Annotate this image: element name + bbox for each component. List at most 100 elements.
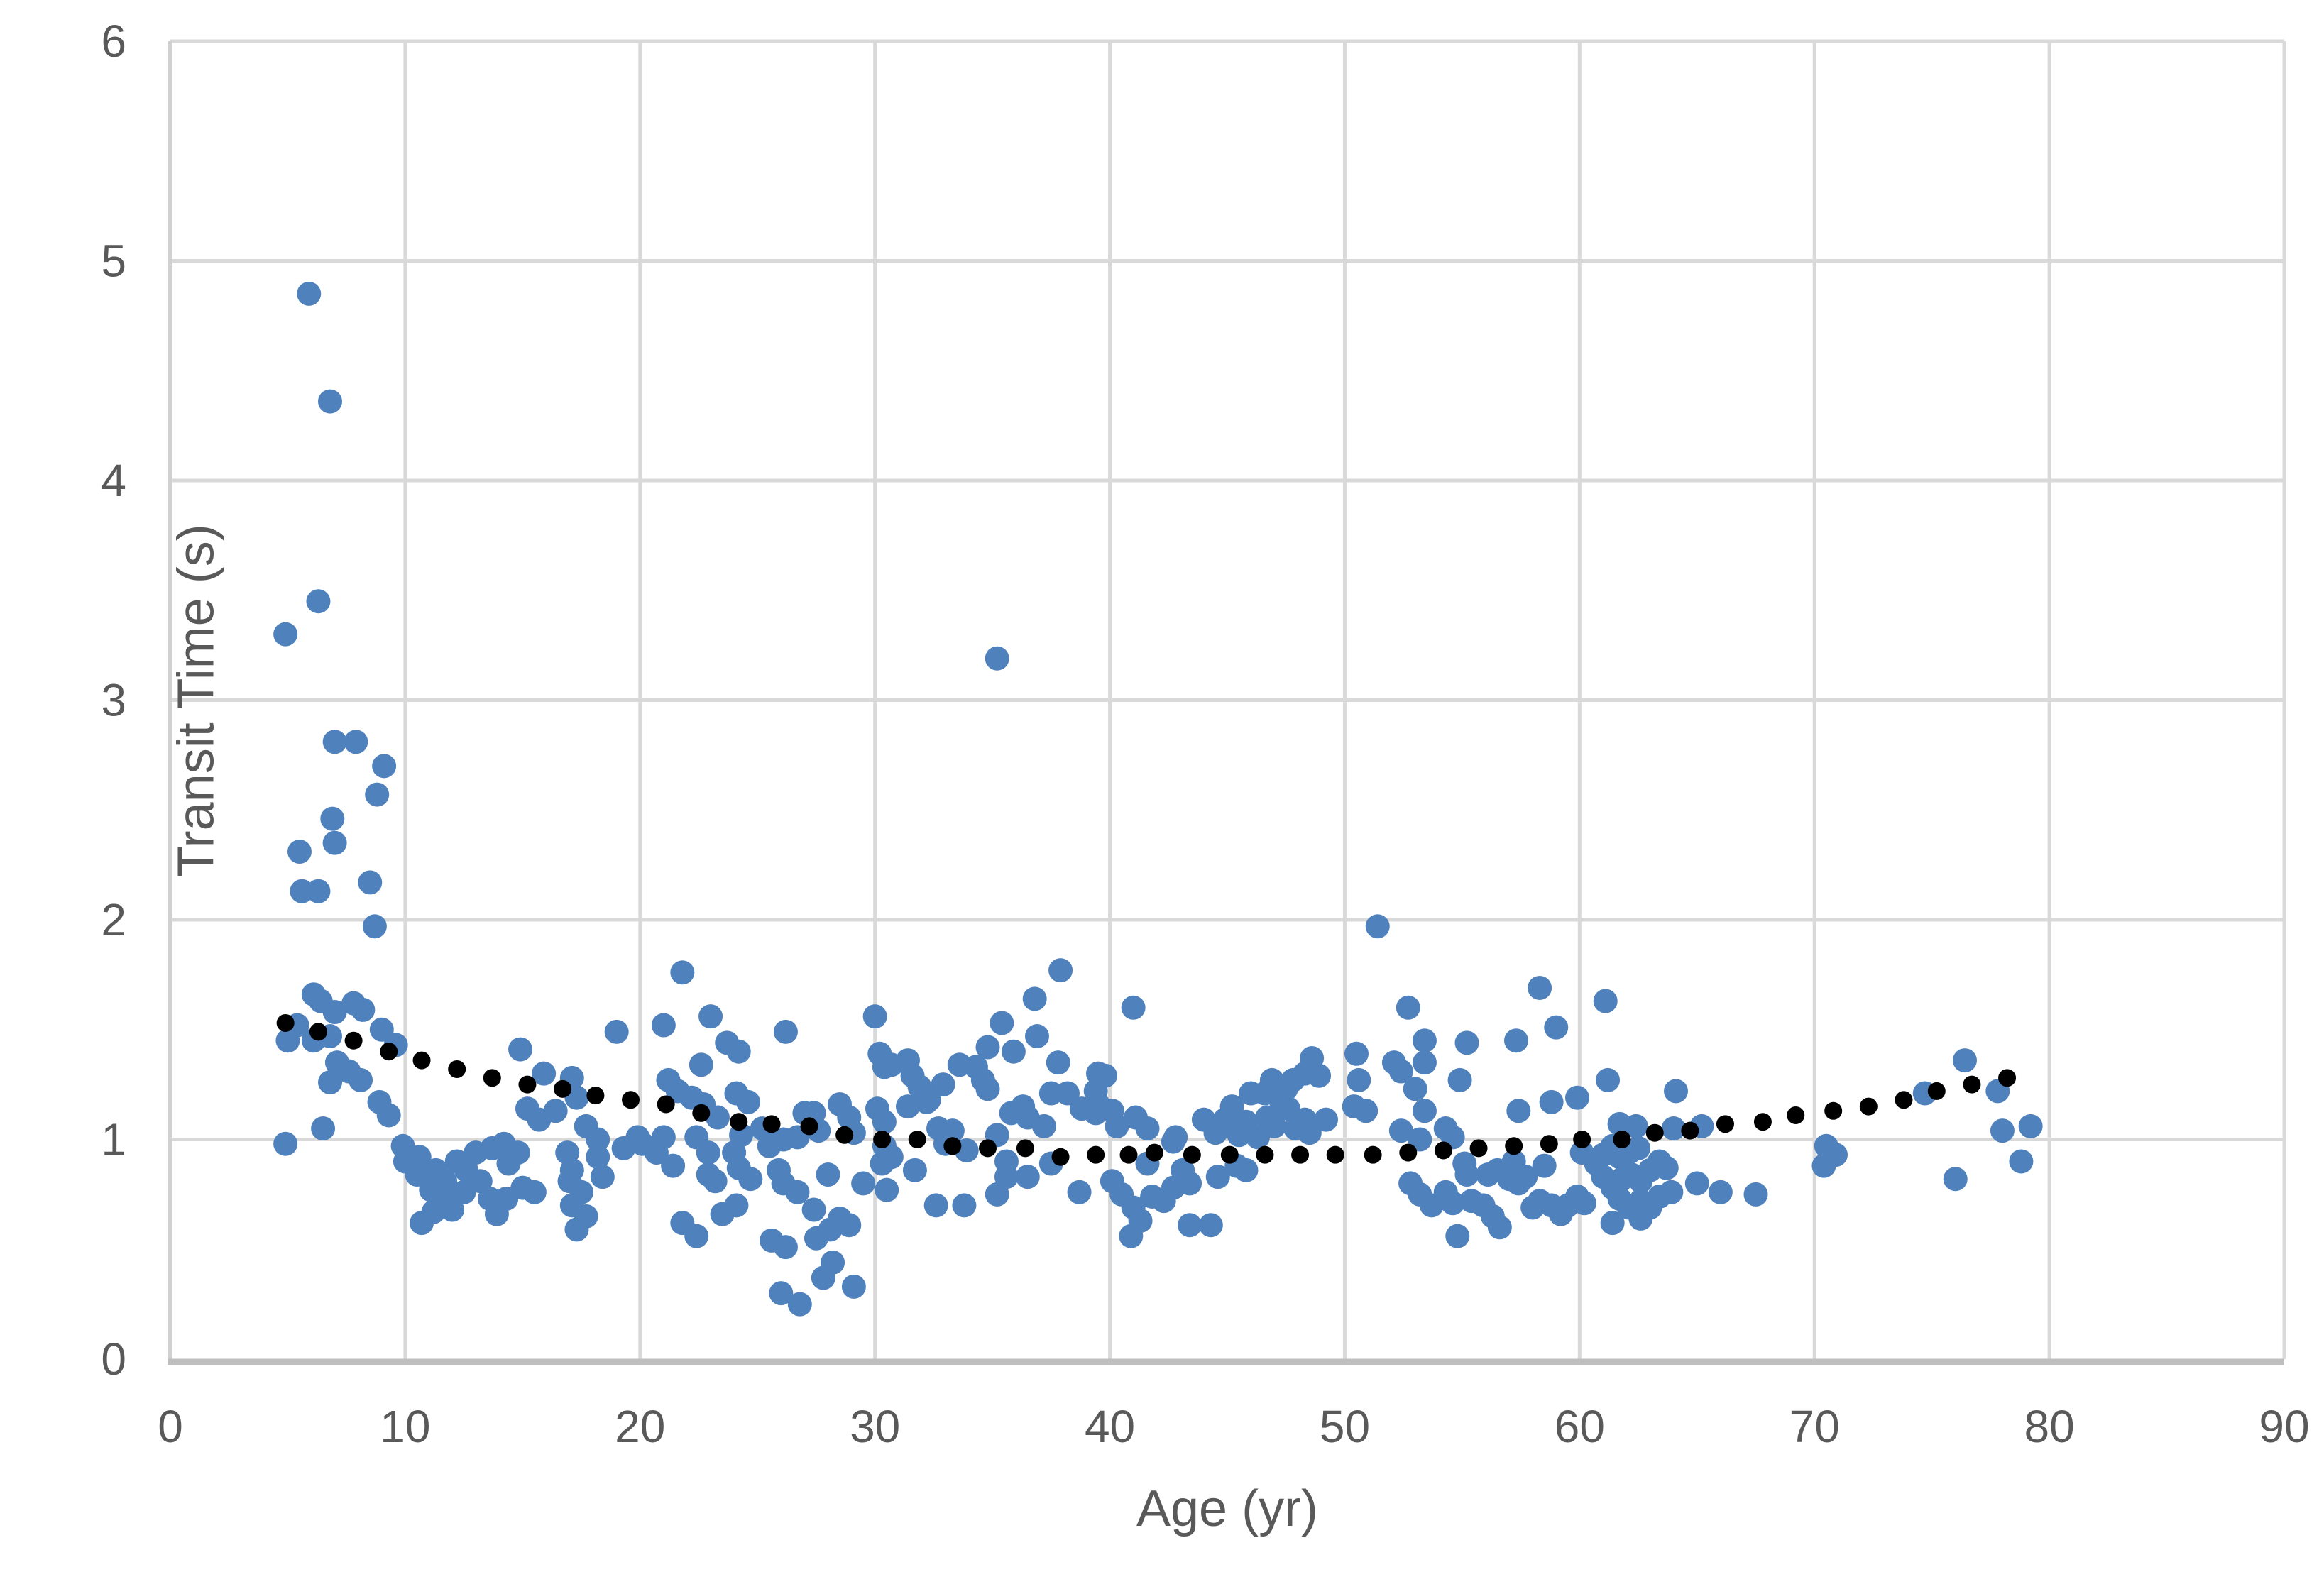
data-point bbox=[703, 1169, 728, 1194]
data-point bbox=[362, 914, 387, 939]
data-point bbox=[351, 997, 376, 1022]
data-point bbox=[1412, 1028, 1437, 1053]
data-point bbox=[724, 1081, 749, 1106]
data-point bbox=[1596, 1067, 1621, 1092]
data-point bbox=[872, 1109, 897, 1134]
data-point bbox=[306, 879, 331, 903]
data-point bbox=[564, 1217, 589, 1242]
x-tick-label: 60 bbox=[1555, 1401, 1605, 1452]
trend-point bbox=[1927, 1082, 1946, 1100]
data-point bbox=[1501, 1149, 1526, 1174]
data-point bbox=[349, 1067, 373, 1092]
data-point bbox=[1001, 1039, 1026, 1064]
data-point bbox=[590, 1165, 615, 1189]
data-point bbox=[990, 1011, 1014, 1035]
data-point bbox=[322, 999, 347, 1024]
data-point bbox=[773, 1019, 798, 1044]
data-point bbox=[851, 1171, 876, 1196]
data-point bbox=[1403, 1077, 1427, 1101]
trend-point bbox=[1434, 1141, 1452, 1160]
data-point bbox=[1628, 1206, 1653, 1231]
trend-point bbox=[1753, 1113, 1772, 1131]
data-point bbox=[785, 1180, 810, 1204]
trend-point bbox=[1326, 1145, 1344, 1164]
data-point bbox=[1593, 989, 1618, 1013]
data-point bbox=[1015, 1165, 1040, 1189]
data-point bbox=[1365, 914, 1390, 939]
data-point bbox=[484, 1202, 509, 1226]
trend-point bbox=[1220, 1145, 1239, 1164]
data-point bbox=[940, 1118, 965, 1143]
trend-point bbox=[1469, 1139, 1488, 1158]
trend-point bbox=[276, 1013, 295, 1032]
trend-point bbox=[835, 1126, 854, 1144]
data-point bbox=[1024, 1024, 1049, 1049]
data-point bbox=[1055, 1081, 1080, 1106]
data-point bbox=[1532, 1153, 1557, 1178]
data-point bbox=[1412, 1050, 1437, 1075]
data-point bbox=[1487, 1215, 1512, 1240]
data-point bbox=[1119, 1224, 1144, 1248]
data-point bbox=[1198, 1213, 1223, 1238]
data-point bbox=[801, 1197, 826, 1222]
trend-point bbox=[586, 1087, 605, 1105]
trend-point bbox=[1087, 1145, 1105, 1164]
trend-point bbox=[1505, 1137, 1523, 1155]
data-point bbox=[787, 1292, 812, 1317]
trend-point bbox=[1824, 1101, 1843, 1120]
data-point bbox=[306, 589, 331, 614]
y-tick-label: 4 bbox=[101, 455, 126, 506]
data-point bbox=[1445, 1224, 1470, 1248]
data-point bbox=[1572, 1191, 1596, 1216]
trend-point bbox=[692, 1104, 711, 1122]
data-point bbox=[586, 1127, 610, 1152]
data-point bbox=[376, 1103, 401, 1128]
data-point bbox=[532, 1061, 557, 1086]
data-point bbox=[769, 1281, 794, 1306]
y-tick-label: 6 bbox=[101, 16, 126, 67]
data-point bbox=[811, 1265, 835, 1290]
data-point bbox=[1121, 995, 1146, 1020]
data-point bbox=[837, 1213, 862, 1238]
trend-point bbox=[978, 1139, 997, 1158]
data-point bbox=[407, 1145, 432, 1170]
data-point bbox=[273, 622, 298, 647]
trend-point bbox=[412, 1051, 431, 1070]
x-tick-label: 10 bbox=[380, 1401, 430, 1452]
trend-point bbox=[943, 1137, 962, 1155]
data-point bbox=[1161, 1129, 1185, 1154]
trend-point bbox=[1291, 1145, 1310, 1164]
data-point bbox=[1503, 1028, 1528, 1053]
data-point bbox=[322, 830, 347, 855]
data-point bbox=[318, 1070, 343, 1095]
data-point bbox=[931, 1072, 955, 1097]
data-point bbox=[651, 1013, 676, 1038]
data-point bbox=[1347, 1067, 1371, 1092]
trend-point bbox=[380, 1043, 398, 1061]
data-point bbox=[1046, 1050, 1070, 1075]
data-point bbox=[902, 1158, 927, 1182]
data-point bbox=[1506, 1099, 1531, 1123]
data-point bbox=[1811, 1153, 1836, 1178]
data-point bbox=[1663, 1079, 1688, 1104]
y-tick-label: 5 bbox=[101, 236, 126, 287]
trend-point bbox=[448, 1060, 466, 1078]
data-point bbox=[1048, 958, 1073, 983]
y-tick-label: 0 bbox=[101, 1334, 126, 1385]
trend-point bbox=[762, 1115, 781, 1133]
data-point bbox=[1440, 1191, 1465, 1216]
data-point bbox=[508, 1037, 533, 1062]
data-point bbox=[522, 1180, 547, 1204]
data-point bbox=[1990, 1118, 2015, 1143]
data-point bbox=[818, 1217, 843, 1242]
data-point bbox=[320, 806, 345, 831]
data-point bbox=[1943, 1167, 1968, 1192]
y-tick-label: 1 bbox=[101, 1114, 126, 1165]
data-point bbox=[2018, 1114, 2043, 1138]
x-tick-label: 50 bbox=[1320, 1401, 1370, 1452]
trend-point bbox=[1645, 1123, 1664, 1142]
data-point bbox=[895, 1094, 920, 1119]
data-point bbox=[410, 1211, 434, 1236]
data-point bbox=[273, 1131, 298, 1156]
